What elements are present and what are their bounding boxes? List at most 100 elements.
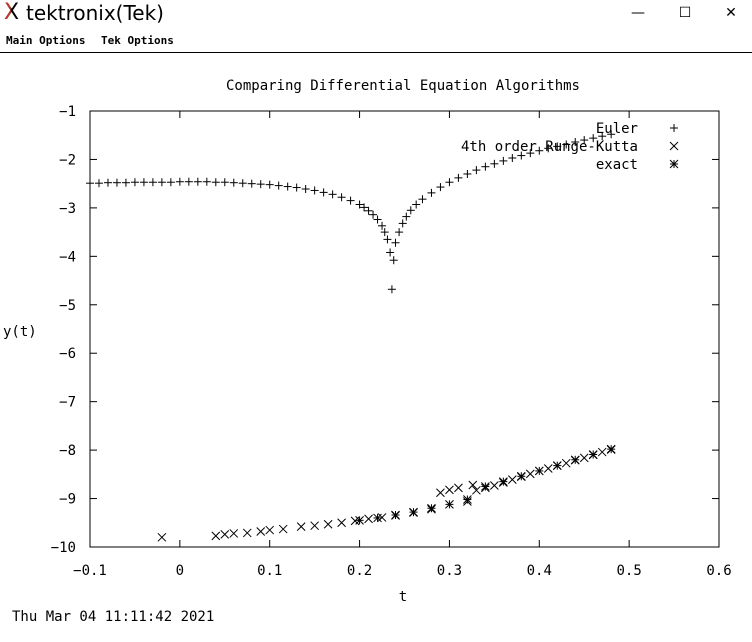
data-point (445, 178, 454, 187)
data-point (355, 200, 364, 209)
data-point (175, 177, 184, 186)
data-point (364, 206, 373, 215)
menu-tek-options[interactable]: Tek Options (101, 34, 174, 47)
data-point (265, 180, 274, 189)
data-point (597, 447, 607, 457)
y-tick-label: −10 (51, 540, 76, 556)
data-point (211, 531, 221, 541)
data-point (562, 140, 571, 149)
x-tick-label: 0 (176, 563, 184, 579)
x-tick-label: 0.6 (706, 563, 731, 579)
data-point (588, 450, 598, 459)
data-point (543, 464, 553, 473)
data-point (418, 195, 427, 204)
data-point (395, 228, 404, 237)
data-point (380, 228, 389, 237)
data-point (406, 206, 415, 215)
data-point (86, 179, 94, 188)
data-point (229, 178, 238, 187)
data-point (472, 485, 481, 495)
data-point (202, 177, 211, 186)
data-point (337, 193, 346, 202)
data-point (94, 179, 103, 188)
data-point (463, 495, 472, 504)
data-point (112, 178, 121, 187)
data-point (296, 522, 306, 532)
data-point (427, 188, 436, 197)
data-point (490, 159, 499, 168)
data-point (103, 178, 112, 187)
x-axis-label: t (399, 589, 407, 605)
data-point (463, 169, 472, 178)
legend-marker (669, 141, 679, 151)
legend-label: 4th order Runge-Kutta (461, 139, 638, 155)
data-point (552, 461, 562, 470)
plot-area: Comparing Differential Equation Algorith… (3, 78, 732, 605)
series-2 (355, 444, 616, 525)
data-point (121, 178, 130, 187)
data-point (454, 483, 463, 493)
data-point (148, 178, 157, 187)
data-point (517, 151, 526, 160)
menu-main-options[interactable]: Main Options (6, 34, 86, 47)
data-point (499, 156, 508, 165)
legend-marker (669, 159, 679, 169)
data-point (373, 215, 382, 224)
data-point (292, 183, 301, 192)
close-button[interactable]: ✕ (725, 5, 737, 21)
y-axis-label: y(t) (3, 324, 37, 340)
series-1 (157, 445, 616, 542)
data-point (580, 136, 589, 145)
data-point (184, 177, 193, 186)
data-point (589, 134, 598, 143)
y-tick-label: −2 (59, 152, 76, 168)
data-point (220, 530, 230, 539)
data-point (310, 186, 319, 195)
data-point (402, 212, 411, 221)
data-point (507, 475, 517, 485)
data-point (360, 203, 369, 212)
data-point (157, 532, 167, 542)
data-point (157, 178, 166, 187)
legend-label: exact (596, 157, 638, 173)
data-point (445, 485, 454, 495)
data-point (498, 477, 508, 486)
data-point (445, 500, 454, 509)
data-point (247, 179, 256, 188)
data-point (607, 130, 616, 139)
data-point (310, 521, 319, 531)
data-point (265, 525, 275, 535)
data-point (389, 256, 398, 265)
y-tick-label: −5 (59, 298, 76, 314)
data-point (490, 481, 499, 490)
x-tick-label: 0.4 (527, 563, 552, 579)
y-tick-label: −3 (59, 201, 76, 217)
data-point (139, 178, 148, 187)
data-point (553, 142, 562, 151)
data-point (319, 188, 328, 197)
data-point (355, 516, 364, 525)
data-point (391, 510, 400, 520)
x-tick-label: −0.1 (73, 563, 107, 579)
data-point (570, 455, 580, 465)
data-point (301, 184, 310, 193)
x-tick-label: 0.1 (257, 563, 282, 579)
axes: −0.1 0 0.1 0.2 0.3 0.4 0.5 0.6 −1 −2 −3 −4 −5 −6 −7 −8 −… (51, 104, 732, 579)
menu-bar: Main Options Tek Options (0, 32, 752, 53)
data-point (571, 138, 580, 147)
chart-title: Comparing Differential Equation Algorith… (226, 78, 580, 94)
data-point (481, 482, 490, 491)
series-0 (86, 130, 616, 294)
data-point (211, 178, 220, 187)
legend-label: Euler (596, 121, 638, 137)
data-point (386, 248, 395, 257)
maximize-button[interactable]: ☐ (678, 5, 692, 21)
y-tick-label: −8 (59, 443, 76, 459)
data-point (454, 173, 463, 182)
minimize-button[interactable]: — (631, 5, 645, 21)
data-point (323, 519, 333, 529)
data-series (86, 130, 616, 542)
x-tick-label: 0.5 (616, 563, 641, 579)
